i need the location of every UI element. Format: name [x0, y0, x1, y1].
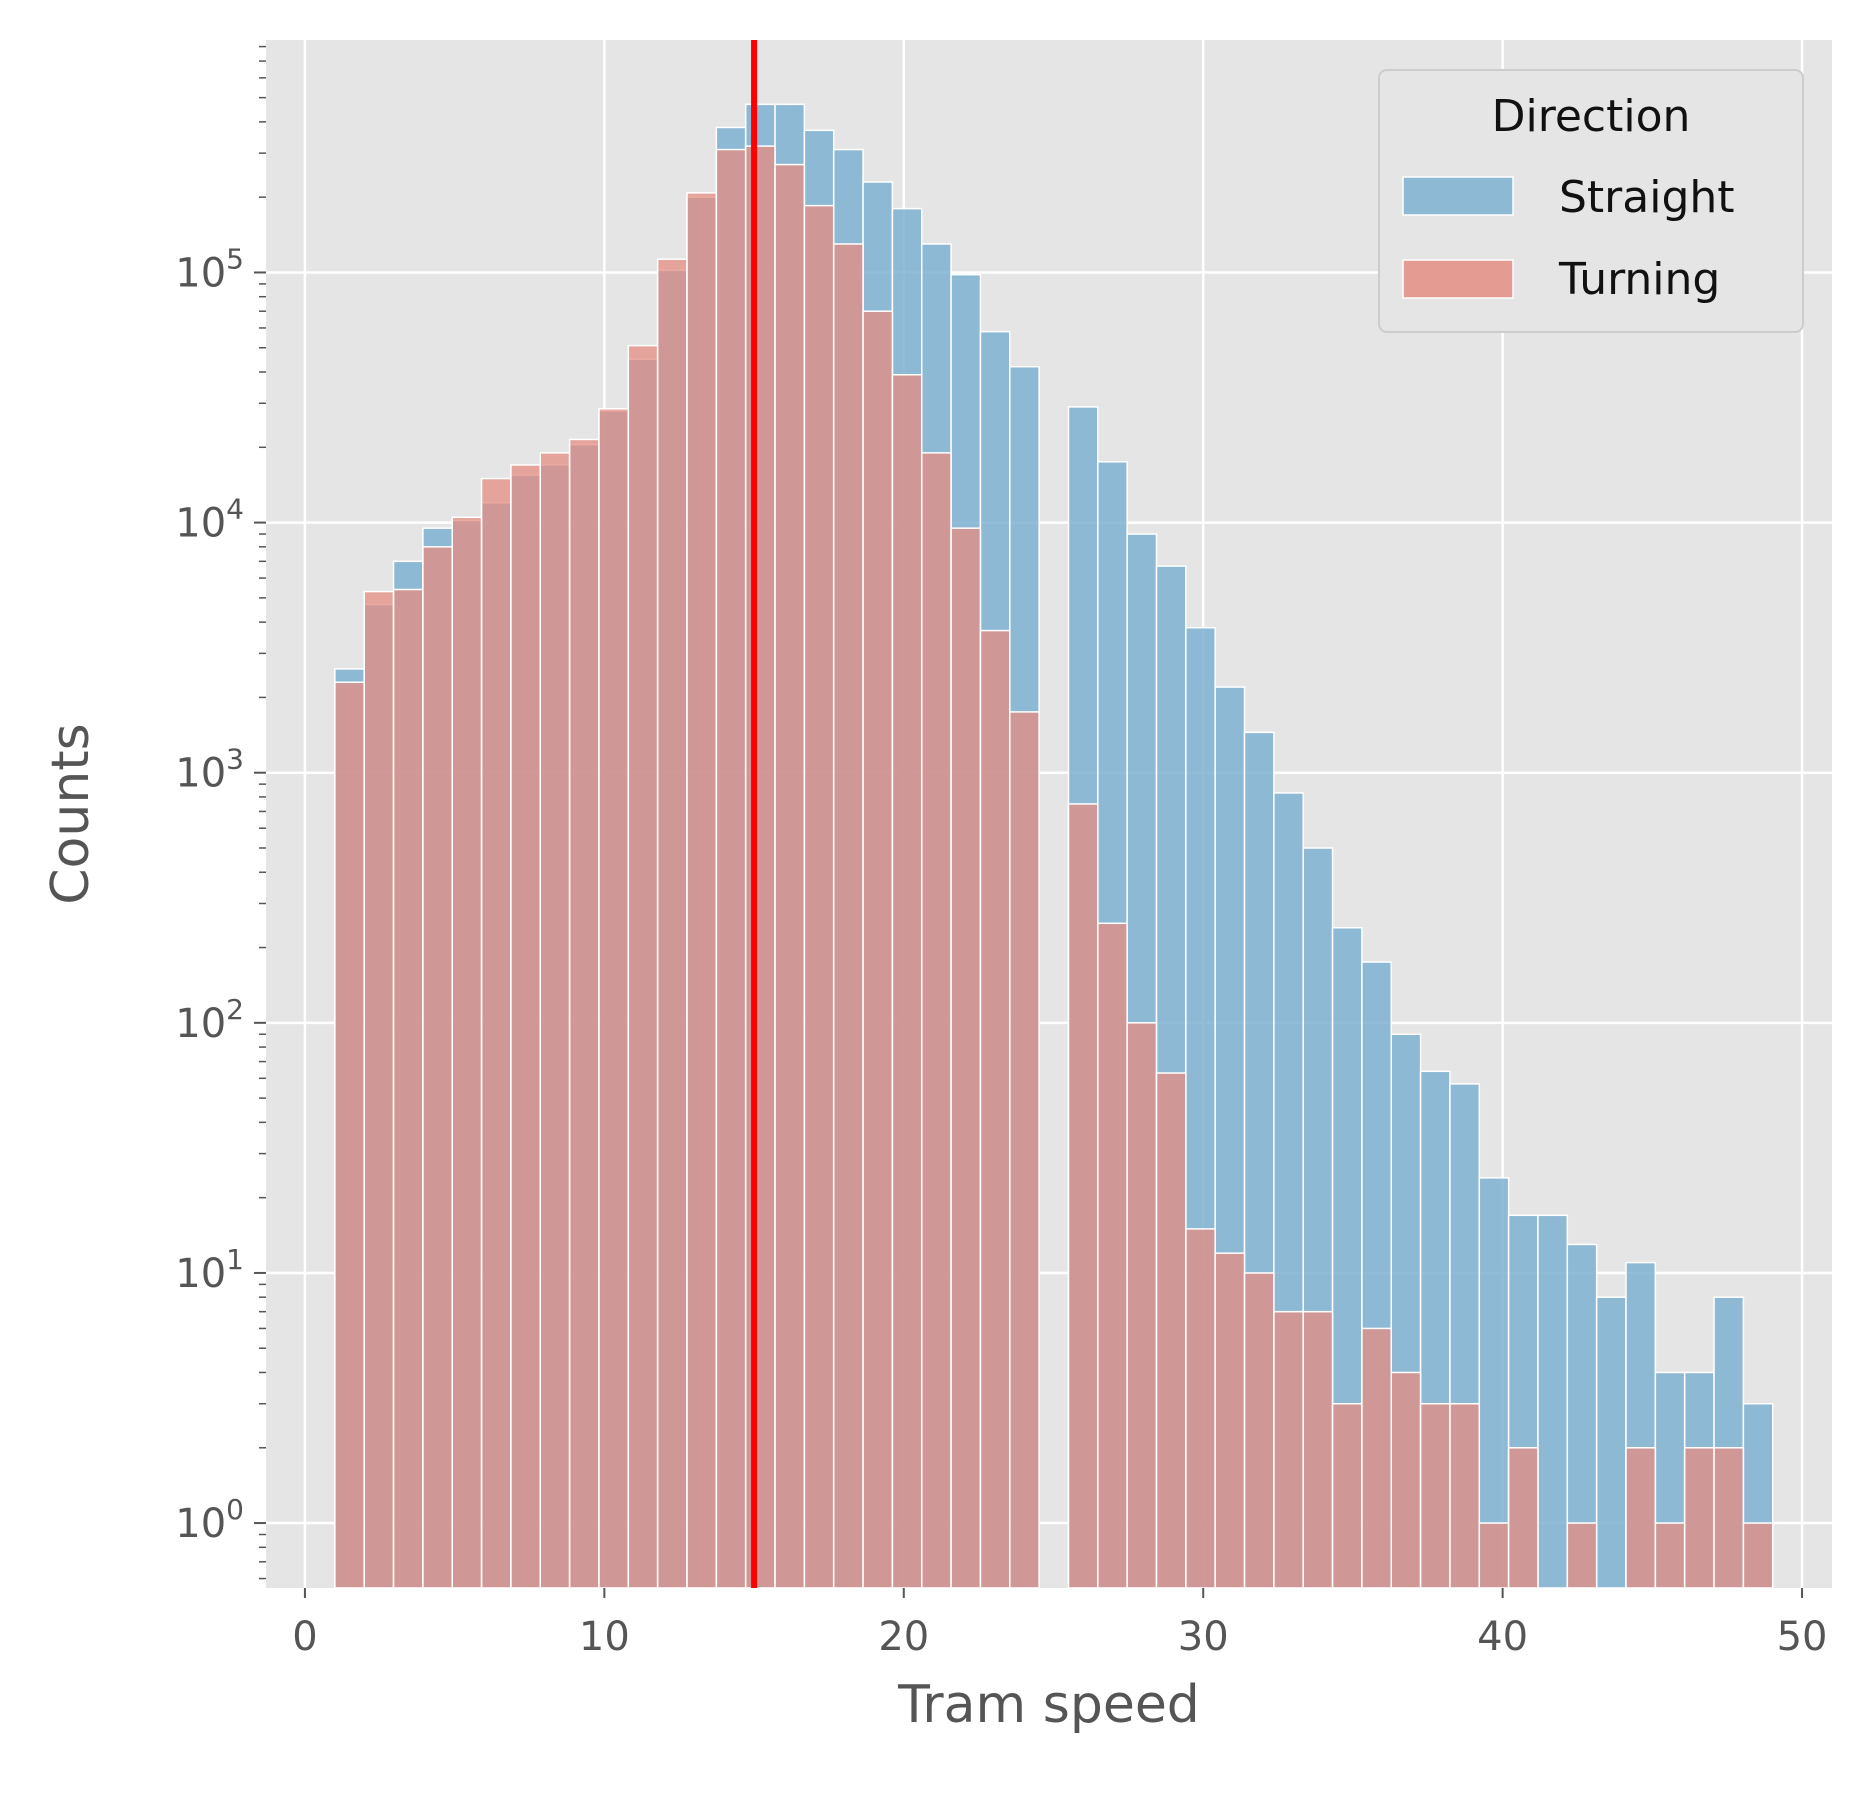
y-tick-label: 103	[175, 743, 244, 797]
y-tick-label: 102	[175, 993, 244, 1047]
x-tick-label: 30	[1178, 1614, 1229, 1660]
bar-turning	[1331, 1402, 1363, 1589]
bar-turning	[1419, 1402, 1451, 1589]
bar-turning	[1566, 1522, 1598, 1589]
legend-title: Direction	[1492, 91, 1691, 142]
bar-turning	[832, 243, 864, 1589]
legend: Direction Straight Turning	[1378, 69, 1804, 333]
x-axis-ticks: 0 10 20 30 40 50	[292, 1588, 1828, 1660]
bar-turning	[1478, 1522, 1510, 1589]
bar-turning	[1273, 1310, 1304, 1589]
bar-turning	[744, 145, 776, 1589]
y-tick-label: 105	[175, 242, 244, 296]
y-tick-label: 101	[175, 1243, 244, 1297]
bar-turning	[1067, 803, 1099, 1589]
bar-turning	[1009, 711, 1040, 1589]
legend-swatch-turning	[1402, 259, 1514, 299]
bar-turning	[1449, 1402, 1481, 1589]
bar-turning	[1185, 1228, 1216, 1589]
bar-turning	[392, 588, 424, 1589]
bar-turning	[1155, 1072, 1187, 1589]
bar-turning	[1302, 1310, 1334, 1589]
bar-turning	[1625, 1447, 1657, 1589]
bar-turning	[1126, 1022, 1158, 1589]
bar-turning	[1361, 1327, 1392, 1589]
bar-turning	[1214, 1252, 1246, 1589]
x-tick-label: 10	[579, 1614, 630, 1660]
x-tick-label: 20	[878, 1614, 929, 1660]
bar-turning	[774, 163, 806, 1589]
legend-label-turning: Turning	[1558, 254, 1720, 305]
bar-turning	[363, 590, 395, 1589]
bar-turning	[803, 204, 835, 1589]
legend-label-straight: Straight	[1559, 172, 1735, 223]
bar-turning	[627, 344, 659, 1589]
bar-turning	[510, 464, 542, 1589]
bar-straight	[1537, 1214, 1569, 1589]
bar-turning	[568, 438, 600, 1589]
bar-turning	[539, 452, 571, 1589]
bar-turning	[422, 546, 453, 1589]
bar-straight	[1595, 1296, 1627, 1589]
series-turning-bars	[334, 145, 1774, 1589]
legend-swatch-straight	[1402, 176, 1514, 216]
bar-turning	[1507, 1447, 1539, 1589]
bar-turning	[862, 310, 894, 1589]
bar-turning	[1097, 922, 1128, 1589]
x-axis-title: Tram speed	[897, 1675, 1200, 1735]
bar-turning	[891, 373, 923, 1589]
bar-turning	[1742, 1522, 1774, 1589]
x-tick-label: 40	[1477, 1614, 1528, 1660]
bar-turning	[334, 681, 365, 1589]
x-tick-label: 0	[292, 1614, 317, 1660]
y-tick-label: 100	[175, 1493, 244, 1547]
bar-turning	[598, 408, 630, 1589]
bar-turning	[656, 258, 688, 1589]
bar-turning	[686, 192, 718, 1589]
bar-turning	[1243, 1272, 1275, 1589]
y-axis-title: Counts	[41, 723, 101, 905]
bar-turning	[1390, 1371, 1422, 1589]
bar-turning	[979, 629, 1011, 1589]
bar-turning	[920, 452, 952, 1589]
x-tick-label: 50	[1777, 1614, 1828, 1660]
bar-turning	[1683, 1447, 1715, 1589]
bar-turning	[1654, 1522, 1686, 1589]
bar-turning	[1713, 1447, 1745, 1589]
y-tick-label: 104	[175, 493, 244, 547]
bar-turning	[950, 527, 982, 1589]
y-axis-ticks: 100 101 102 103 104 105	[175, 45, 266, 1580]
bar-turning	[480, 477, 512, 1589]
bar-turning	[715, 148, 747, 1589]
bar-turning	[451, 516, 483, 1589]
